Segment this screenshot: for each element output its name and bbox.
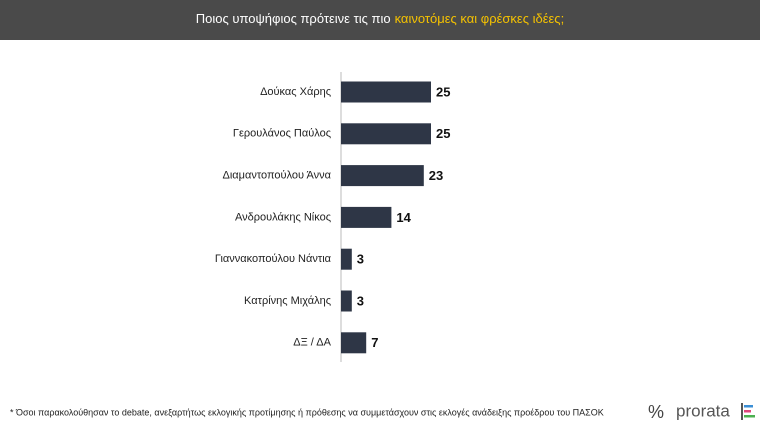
- bar: [341, 290, 352, 312]
- category-label: Γερουλάνος Παύλος: [233, 128, 331, 140]
- value-label: 14: [396, 210, 411, 225]
- value-label: 3: [357, 293, 364, 308]
- bar: [341, 123, 431, 145]
- value-label: 25: [436, 84, 450, 99]
- bar: [341, 81, 431, 103]
- logo-symbol: %: [648, 402, 664, 422]
- header-bar: [0, 0, 760, 40]
- logo-icon: [741, 403, 755, 420]
- title-highlight: καινοτόμες και φρέσκες ιδέες;: [395, 11, 565, 26]
- category-label: Δούκας Χάρης: [260, 86, 331, 98]
- title-main: Ποιος υποψήφιος πρότεινε τις πιο: [196, 11, 391, 26]
- bar: [341, 206, 392, 228]
- value-label: 25: [436, 126, 450, 141]
- category-label: ΔΞ / ΔΑ: [293, 337, 331, 349]
- footnote: * Όσοι παρακολούθησαν το debate, ανεξαρτ…: [10, 407, 604, 417]
- category-label: Γιαννακοπούλου Νάντια: [215, 253, 332, 265]
- bar: [341, 332, 367, 354]
- chart-title: Ποιος υποψήφιος πρότεινε τις πιο καινοτόμ…: [196, 11, 564, 26]
- category-label: Διαμαντοπούλου Άννα: [223, 170, 332, 182]
- value-label: 3: [357, 252, 364, 267]
- bar: [341, 165, 424, 187]
- category-label: Ανδρουλάκης Νίκος: [235, 211, 331, 223]
- category-label: Κατρίνης Μιχάλης: [244, 295, 331, 307]
- value-label: 23: [429, 168, 443, 183]
- bar: [341, 248, 352, 270]
- value-label: 7: [371, 335, 378, 350]
- logo-text: prorata: [676, 401, 730, 420]
